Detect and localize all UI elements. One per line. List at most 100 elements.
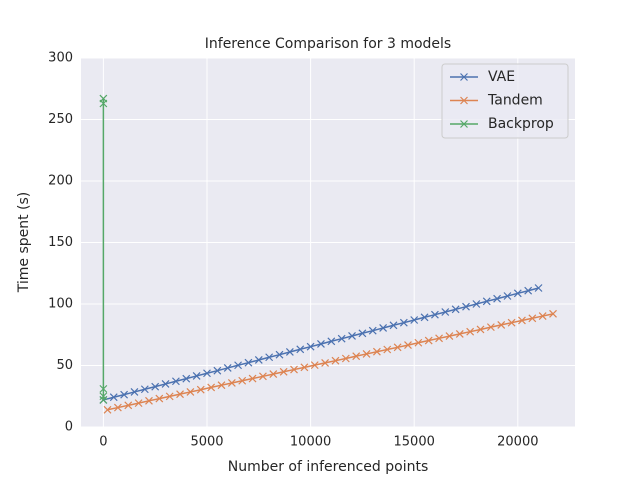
point	[310, 361, 319, 370]
point	[476, 325, 485, 334]
point	[404, 341, 412, 350]
point	[503, 292, 512, 300]
legend-box	[441, 63, 569, 139]
point	[549, 309, 557, 318]
point	[290, 365, 298, 374]
marks	[99, 94, 557, 414]
point	[155, 394, 164, 403]
point	[238, 376, 247, 385]
legend-label: Tandem	[487, 93, 543, 109]
x-tick-label: 15000	[394, 435, 435, 450]
point	[518, 316, 526, 325]
point	[383, 345, 392, 354]
point	[341, 354, 350, 363]
point	[145, 396, 153, 405]
point	[420, 313, 429, 322]
point	[151, 382, 160, 391]
point	[441, 308, 450, 316]
point	[213, 366, 222, 375]
point	[196, 385, 205, 394]
point	[103, 405, 112, 414]
point	[192, 372, 201, 380]
point	[99, 384, 108, 393]
point	[424, 336, 433, 345]
point	[217, 381, 226, 390]
point	[451, 305, 460, 314]
point	[389, 321, 398, 330]
y-tick-label: 150	[48, 235, 73, 250]
point	[130, 388, 139, 396]
point	[279, 367, 288, 376]
point	[99, 396, 108, 404]
point	[306, 342, 315, 351]
x-tick-label: 0	[99, 435, 107, 450]
point	[472, 300, 481, 308]
point	[234, 361, 242, 370]
y-tick-label: 250	[48, 112, 73, 127]
legend-label: Backprop	[488, 116, 554, 132]
point	[223, 364, 232, 372]
point	[337, 334, 346, 343]
y-tick-label: 300	[48, 51, 73, 66]
point	[109, 393, 118, 402]
point	[538, 312, 547, 320]
y-tick-label: 50	[56, 358, 73, 373]
point	[248, 374, 257, 383]
chart-title: Inference Comparison for 3 models	[205, 36, 451, 52]
point	[430, 310, 439, 319]
point	[186, 388, 195, 396]
point	[182, 374, 191, 383]
point	[379, 324, 388, 332]
point	[455, 329, 464, 338]
point	[161, 380, 170, 388]
point	[134, 399, 143, 408]
point	[368, 326, 377, 335]
point	[497, 320, 506, 329]
point	[482, 297, 491, 306]
point	[254, 356, 263, 364]
y-tick-label: 200	[48, 174, 73, 189]
point	[113, 403, 122, 412]
point	[140, 385, 149, 394]
legend-marker	[460, 73, 468, 81]
point	[203, 369, 211, 378]
point	[528, 314, 537, 323]
y-tick-label: 0	[65, 420, 73, 435]
point	[399, 318, 408, 327]
y-axis-label: Time spent (s)	[16, 192, 32, 294]
point	[486, 323, 495, 332]
x-axis-label: Number of inferenced points	[228, 459, 429, 475]
point	[513, 289, 522, 298]
point	[321, 358, 330, 367]
point	[393, 343, 402, 352]
point	[285, 348, 294, 356]
point	[269, 370, 278, 379]
point	[362, 350, 371, 358]
legend-marker	[460, 96, 468, 105]
point	[445, 332, 454, 341]
point	[124, 401, 133, 410]
point	[372, 347, 381, 356]
point	[352, 352, 361, 361]
point	[99, 392, 108, 401]
point	[120, 390, 129, 399]
y-tick-label: 100	[48, 297, 73, 312]
x-tick-label: 10000	[290, 435, 331, 450]
point	[176, 390, 184, 399]
point	[265, 353, 274, 362]
point	[331, 356, 340, 365]
point	[524, 286, 533, 295]
x-tick-label: 20000	[497, 435, 538, 450]
point	[244, 358, 253, 367]
x-tick-label: 5000	[190, 435, 223, 450]
series-line	[107, 313, 554, 411]
point	[327, 337, 336, 346]
point	[466, 327, 475, 336]
point	[348, 332, 356, 340]
point	[300, 363, 309, 372]
point	[410, 316, 419, 324]
point	[462, 302, 470, 311]
legend: VAE Tandem Backprop	[441, 63, 569, 139]
